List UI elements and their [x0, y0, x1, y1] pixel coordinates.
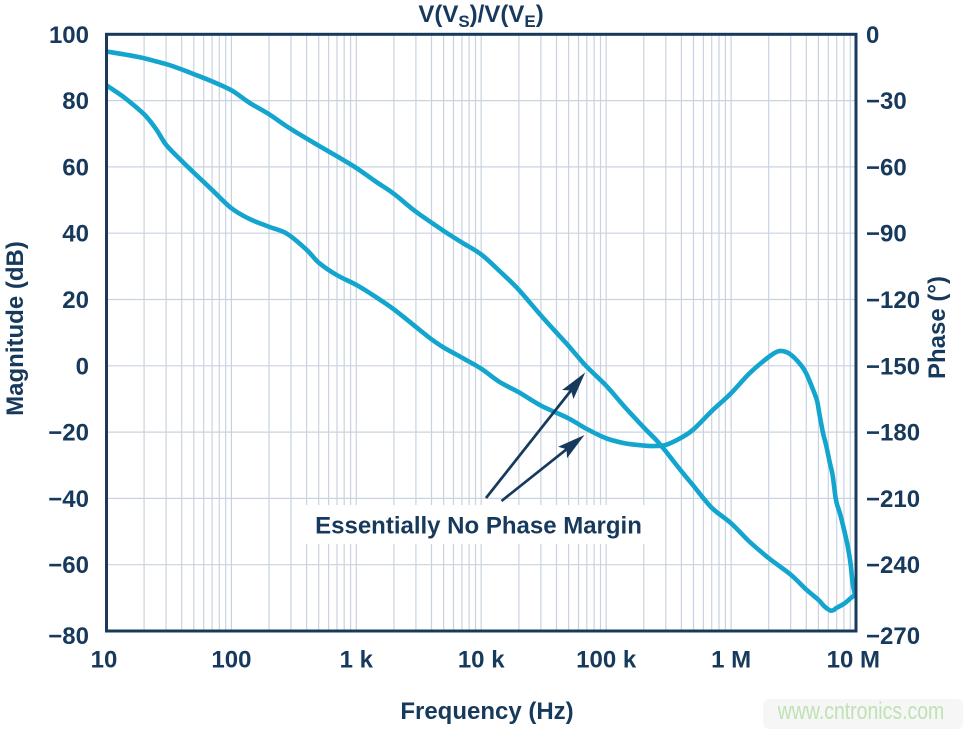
svg-text:Frequency (Hz): Frequency (Hz)	[400, 698, 573, 725]
svg-text:100: 100	[49, 22, 89, 49]
svg-text:−240: −240	[866, 552, 920, 579]
svg-text:1 M: 1 M	[711, 647, 751, 674]
svg-text:Phase (°): Phase (°)	[924, 276, 951, 379]
svg-text:10: 10	[91, 647, 118, 674]
svg-text:−210: −210	[866, 486, 920, 513]
svg-text:−60: −60	[48, 552, 89, 579]
svg-text:−80: −80	[48, 623, 89, 650]
svg-text:−20: −20	[48, 420, 89, 447]
svg-text:20: 20	[62, 287, 89, 314]
svg-text:V(VS)/V(VE): V(VS)/V(VE)	[418, 1, 543, 31]
svg-text:−270: −270	[866, 623, 920, 650]
svg-text:−180: −180	[866, 420, 920, 447]
svg-text:60: 60	[62, 154, 89, 181]
svg-text:−40: −40	[48, 486, 89, 513]
svg-text:1 k: 1 k	[340, 647, 374, 674]
svg-text:80: 80	[62, 88, 89, 115]
svg-text:−120: −120	[866, 287, 920, 314]
svg-text:100 k: 100 k	[576, 647, 637, 674]
svg-text:0: 0	[866, 22, 879, 49]
svg-text:10 k: 10 k	[458, 647, 505, 674]
svg-text:40: 40	[62, 221, 89, 248]
svg-text:−30: −30	[866, 88, 907, 115]
svg-text:−90: −90	[866, 221, 907, 248]
svg-text:100: 100	[211, 647, 251, 674]
svg-text:−60: −60	[866, 154, 907, 181]
svg-text:−150: −150	[866, 353, 920, 380]
svg-text:www.cntronics.com: www.cntronics.com	[777, 698, 944, 725]
svg-text:0: 0	[76, 353, 89, 380]
svg-text:Essentially No Phase Margin: Essentially No Phase Margin	[315, 513, 642, 540]
svg-text:Magnitude (dB): Magnitude (dB)	[2, 241, 29, 416]
svg-text:10 M: 10 M	[827, 647, 880, 674]
